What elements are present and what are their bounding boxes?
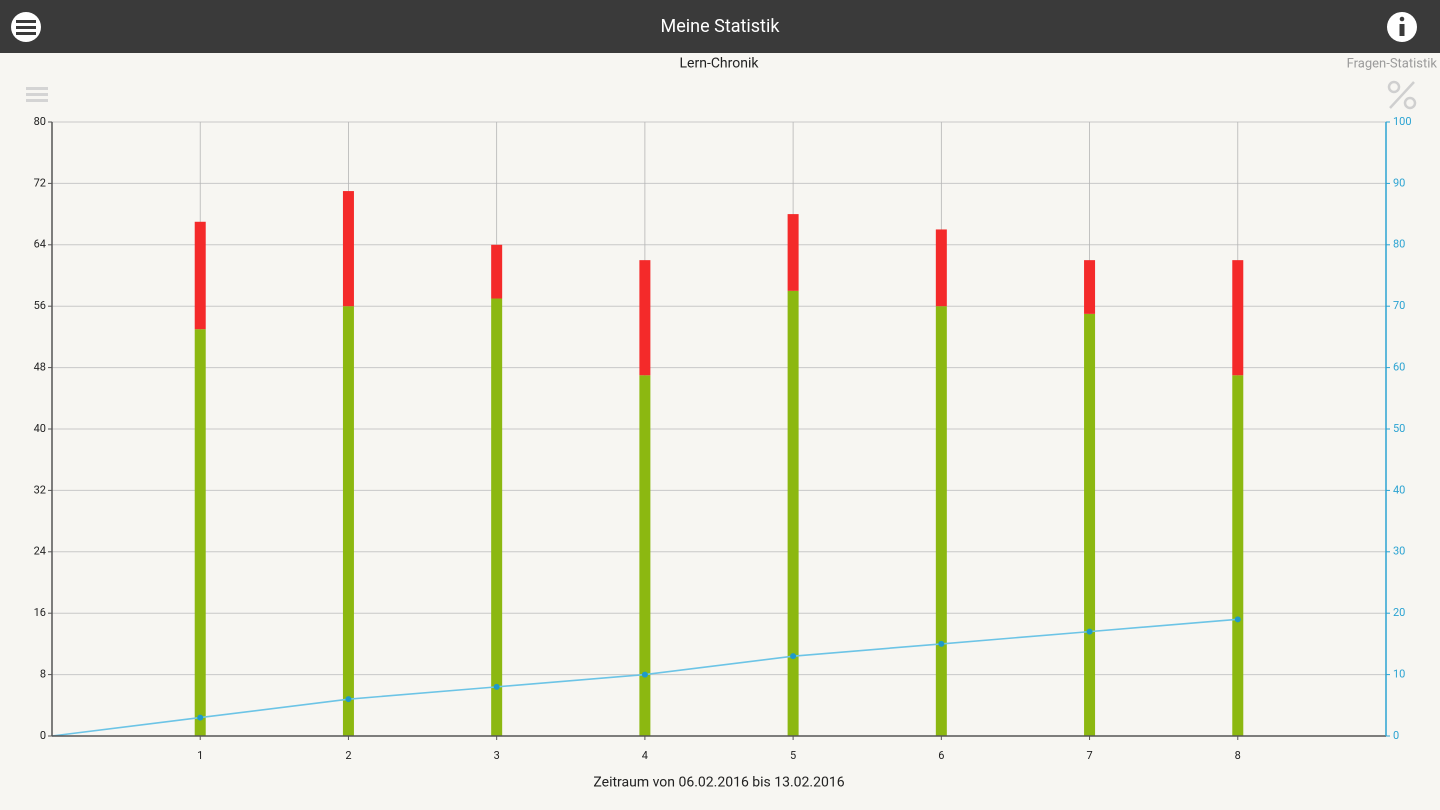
bar-segment <box>491 244 503 299</box>
x-tick-label: 5 <box>790 749 796 762</box>
bar-segment <box>1084 313 1096 736</box>
y2-tick-label: 0 <box>1393 729 1399 742</box>
chart-title: Lern-Chronik <box>680 56 760 72</box>
y-tick-label: 16 <box>34 606 46 619</box>
y-tick-label: 64 <box>34 238 46 251</box>
bar-segment <box>194 329 206 736</box>
line-point <box>493 683 500 690</box>
x-tick-label: 4 <box>642 749 648 762</box>
y-tick-label: 24 <box>34 545 46 558</box>
y2-tick-label: 70 <box>1393 299 1405 312</box>
y-tick-label: 8 <box>40 668 46 681</box>
line-point <box>1086 628 1093 635</box>
y2-tick-label: 40 <box>1393 483 1405 496</box>
x-tick-label: 7 <box>1086 749 1092 762</box>
bar-segment <box>491 298 503 736</box>
x-tick-label: 3 <box>494 749 500 762</box>
bar-segment <box>639 375 651 736</box>
y2-tick-label: 100 <box>1393 115 1412 128</box>
x-axis-label: Zeitraum von 06.02.2016 bis 13.02.2016 <box>593 775 844 791</box>
x-tick-label: 2 <box>345 749 351 762</box>
y2-tick-label: 50 <box>1393 422 1405 435</box>
y2-tick-label: 30 <box>1393 545 1405 558</box>
y2-tick-label: 90 <box>1393 176 1405 189</box>
bar-segment <box>935 306 947 736</box>
y2-tick-label: 60 <box>1393 361 1405 374</box>
line-point <box>197 714 204 721</box>
y-tick-label: 80 <box>34 115 46 128</box>
bar-segment <box>787 290 799 736</box>
bar-segment <box>1232 375 1244 736</box>
percent-icon[interactable] <box>1387 80 1417 110</box>
y2-tick-label: 80 <box>1393 238 1405 251</box>
line-point <box>1234 616 1241 623</box>
bar-segment <box>787 214 799 291</box>
line-point <box>938 640 945 647</box>
line-point <box>345 696 352 703</box>
y-tick-label: 72 <box>34 176 46 189</box>
info-button[interactable] <box>1387 12 1417 42</box>
bar-segment <box>342 191 354 307</box>
list-icon[interactable] <box>26 87 48 102</box>
menu-button[interactable] <box>11 12 41 42</box>
y-tick-label: 56 <box>34 299 46 312</box>
x-tick-label: 8 <box>1235 749 1241 762</box>
y2-tick-label: 20 <box>1393 606 1405 619</box>
bar-segment <box>1084 260 1096 314</box>
bar-segment <box>1232 260 1244 376</box>
bar-segment <box>935 229 947 307</box>
y2-tick-label: 10 <box>1393 668 1405 681</box>
y-tick-label: 32 <box>34 483 46 496</box>
x-tick-label: 6 <box>938 749 944 762</box>
y-tick-label: 48 <box>34 361 46 374</box>
app-title: Meine Statistik <box>661 16 781 37</box>
y-tick-label: 0 <box>40 729 46 742</box>
x-tick-label: 1 <box>197 749 203 762</box>
bar-segment <box>194 221 206 330</box>
line-point <box>790 653 797 660</box>
tab-label[interactable]: Fragen-Statistik <box>1347 56 1438 71</box>
bar-segment <box>639 260 651 376</box>
top-bar <box>0 0 1440 53</box>
y-tick-label: 40 <box>34 422 46 435</box>
bar-segment <box>342 306 354 736</box>
line-point <box>641 671 648 678</box>
